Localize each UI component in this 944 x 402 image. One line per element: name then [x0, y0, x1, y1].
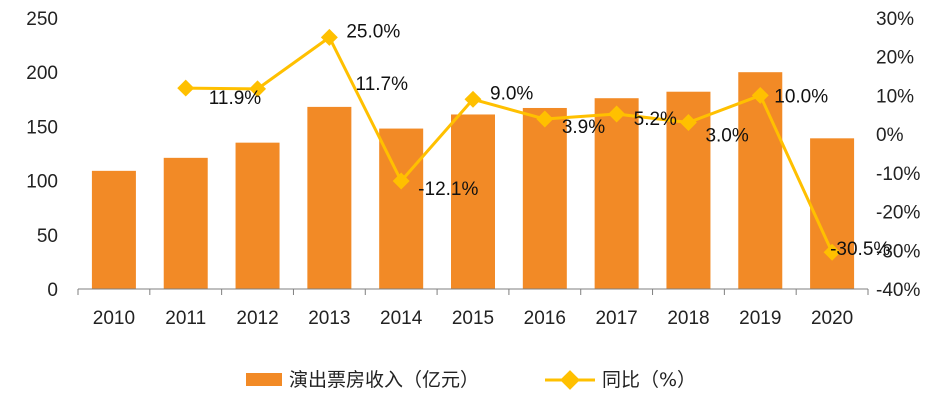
bar — [91, 170, 136, 289]
line-marker — [464, 90, 482, 108]
line-marker — [177, 79, 195, 97]
right-tick-label: -40% — [876, 280, 920, 301]
data-label: 25.0% — [346, 21, 400, 42]
left-axis: 0 50 100 150 200 250 — [26, 9, 58, 301]
line-marker — [392, 172, 410, 190]
line-path — [185, 35, 834, 253]
legend-swatch-marker — [560, 370, 580, 390]
legend-label-bar: 演出票房收入（亿元） — [289, 369, 479, 391]
x-tick-label: 2010 — [93, 308, 135, 329]
x-tick-label: 2015 — [452, 308, 494, 329]
legend-swatch-bar — [246, 373, 282, 386]
legend-label-line: 同比（%） — [602, 369, 696, 391]
bar — [163, 157, 208, 289]
x-tick-label: 2018 — [667, 308, 709, 329]
right-tick-label: 30% — [876, 9, 914, 30]
line-marker — [823, 243, 841, 261]
right-tick-label: 10% — [876, 86, 914, 107]
data-label: 11.9% — [209, 88, 262, 109]
right-tick-label: 0% — [876, 125, 904, 146]
right-axis: -40% -30% -20% -10% 0% 10% 20% 30% — [876, 9, 920, 301]
left-tick-label: 150 — [26, 117, 58, 138]
x-axis: 2010 2011 2012 2013 2014 2015 2016 2017 2018 2019… — [77, 289, 869, 329]
legend: 演出票房收入（亿元） 同比（%） — [246, 369, 696, 391]
data-label: -30.5% — [830, 239, 890, 260]
left-tick-label: 0 — [47, 280, 58, 301]
data-label: 10.0% — [774, 86, 828, 107]
right-tick-label: -10% — [876, 164, 920, 185]
left-tick-label: 100 — [26, 172, 58, 193]
line-marker — [536, 110, 554, 128]
x-tick-label: 2012 — [236, 308, 278, 329]
right-tick-label: 20% — [876, 48, 914, 69]
bar — [307, 106, 352, 289]
bar — [451, 114, 495, 289]
x-tick-label: 2011 — [165, 308, 206, 329]
x-tick-label: 2020 — [811, 308, 853, 329]
bar-series — [91, 72, 855, 289]
data-label: -12.1% — [418, 179, 478, 200]
bar — [810, 138, 855, 289]
x-tick-label: 2014 — [380, 308, 423, 329]
bar — [379, 128, 424, 289]
line-series — [177, 28, 841, 261]
x-tick-label: 2017 — [595, 308, 637, 329]
bar — [738, 72, 783, 289]
line-marker — [679, 114, 697, 132]
line-marker — [751, 86, 769, 104]
data-label: 11.7% — [356, 74, 409, 95]
line-marker — [249, 80, 267, 98]
data-label: 9.0% — [490, 83, 533, 104]
left-tick-label: 250 — [26, 9, 58, 30]
bar — [594, 98, 639, 289]
data-labels: 11.9% 11.7% 25.0% -12.1% 9.0% 3.9% 5.2% 3.0% 10.… — [209, 21, 891, 260]
data-label: 3.0% — [705, 126, 748, 147]
x-tick-label: 2016 — [524, 308, 566, 329]
bar — [235, 142, 280, 289]
right-tick-label: -20% — [876, 203, 920, 224]
left-tick-label: 50 — [37, 226, 58, 247]
x-tick-label: 2013 — [308, 308, 350, 329]
right-tick-label: -30% — [876, 241, 920, 262]
bar — [522, 107, 567, 289]
x-tick-label: 2019 — [739, 308, 781, 329]
left-tick-label: 200 — [26, 63, 58, 84]
data-label: 3.9% — [562, 117, 605, 138]
data-label: 5.2% — [634, 109, 677, 130]
line-marker — [608, 105, 626, 123]
